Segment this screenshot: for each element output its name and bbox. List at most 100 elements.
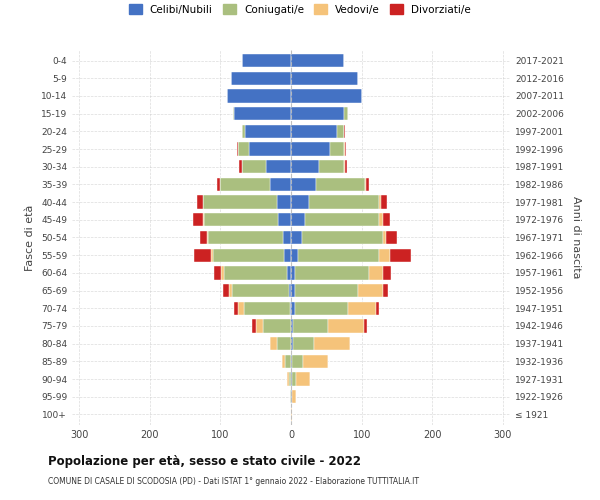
Bar [211, 248, 213, 262]
Bar [291, 337, 293, 350]
Bar [287, 372, 289, 386]
Bar [291, 142, 330, 156]
Bar [194, 248, 211, 262]
Bar [291, 107, 344, 120]
Bar [278, 213, 291, 226]
Bar [291, 90, 362, 102]
Bar [203, 213, 204, 226]
Bar [291, 124, 337, 138]
Bar [223, 284, 229, 297]
Bar [200, 231, 207, 244]
Bar [390, 248, 411, 262]
Bar [235, 107, 291, 120]
Bar [208, 231, 283, 244]
Bar [303, 354, 328, 368]
Bar [344, 107, 347, 120]
Bar [302, 231, 383, 244]
Bar [376, 302, 379, 315]
Bar [291, 284, 295, 297]
Bar [193, 213, 203, 226]
Bar [236, 142, 238, 156]
Bar [328, 320, 364, 332]
Bar [382, 196, 387, 209]
Bar [203, 196, 277, 209]
Bar [292, 390, 296, 404]
Bar [293, 320, 328, 332]
Bar [197, 196, 203, 209]
Bar [366, 178, 370, 191]
Bar [308, 196, 379, 209]
Bar [347, 302, 376, 315]
Bar [383, 266, 391, 280]
Text: COMUNE DI CASALE DI SCODOSIA (PD) - Dati ISTAT 1° gennaio 2022 - Elaborazione TU: COMUNE DI CASALE DI SCODOSIA (PD) - Dati… [48, 478, 419, 486]
Bar [217, 178, 220, 191]
Bar [270, 337, 277, 350]
Bar [242, 124, 245, 138]
Bar [287, 266, 291, 280]
Bar [379, 248, 390, 262]
Bar [319, 160, 344, 173]
Bar [291, 72, 358, 85]
Bar [263, 320, 291, 332]
Bar [364, 320, 367, 332]
Legend: Celibi/Nubili, Coniugati/e, Vedovi/e, Divorziati/e: Celibi/Nubili, Coniugati/e, Vedovi/e, Di… [125, 0, 475, 19]
Bar [295, 302, 347, 315]
Bar [379, 196, 382, 209]
Bar [291, 248, 298, 262]
Bar [291, 354, 292, 368]
Bar [344, 142, 346, 156]
Bar [383, 213, 390, 226]
Bar [314, 337, 350, 350]
Bar [245, 124, 291, 138]
Bar [291, 372, 292, 386]
Bar [386, 231, 397, 244]
Bar [289, 372, 291, 386]
Bar [213, 248, 284, 262]
Bar [256, 320, 263, 332]
Bar [291, 54, 344, 67]
Bar [295, 266, 369, 280]
Bar [232, 284, 289, 297]
Bar [270, 178, 291, 191]
Bar [358, 284, 383, 297]
Text: Popolazione per età, sesso e stato civile - 2022: Popolazione per età, sesso e stato civil… [48, 455, 361, 468]
Bar [291, 213, 305, 226]
Bar [286, 354, 291, 368]
Bar [305, 213, 379, 226]
Bar [295, 284, 358, 297]
Bar [383, 231, 386, 244]
Bar [242, 54, 291, 67]
Bar [242, 160, 266, 173]
Bar [207, 231, 208, 244]
Bar [292, 372, 296, 386]
Bar [239, 160, 242, 173]
Bar [248, 142, 291, 156]
Bar [289, 284, 291, 297]
Bar [204, 213, 278, 226]
Bar [298, 248, 379, 262]
Bar [291, 320, 293, 332]
Bar [316, 178, 365, 191]
Bar [231, 72, 291, 85]
Bar [291, 390, 292, 404]
Bar [220, 178, 270, 191]
Bar [252, 320, 256, 332]
Bar [227, 90, 291, 102]
Bar [282, 354, 286, 368]
Bar [214, 266, 221, 280]
Bar [235, 302, 238, 315]
Bar [344, 160, 347, 173]
Bar [291, 266, 295, 280]
Bar [337, 124, 344, 138]
Bar [379, 213, 383, 226]
Bar [291, 302, 295, 315]
Bar [291, 178, 316, 191]
Bar [221, 266, 224, 280]
Bar [330, 142, 344, 156]
Bar [383, 284, 388, 297]
Bar [290, 302, 291, 315]
Bar [238, 302, 244, 315]
Bar [244, 302, 290, 315]
Bar [238, 142, 248, 156]
Bar [293, 337, 314, 350]
